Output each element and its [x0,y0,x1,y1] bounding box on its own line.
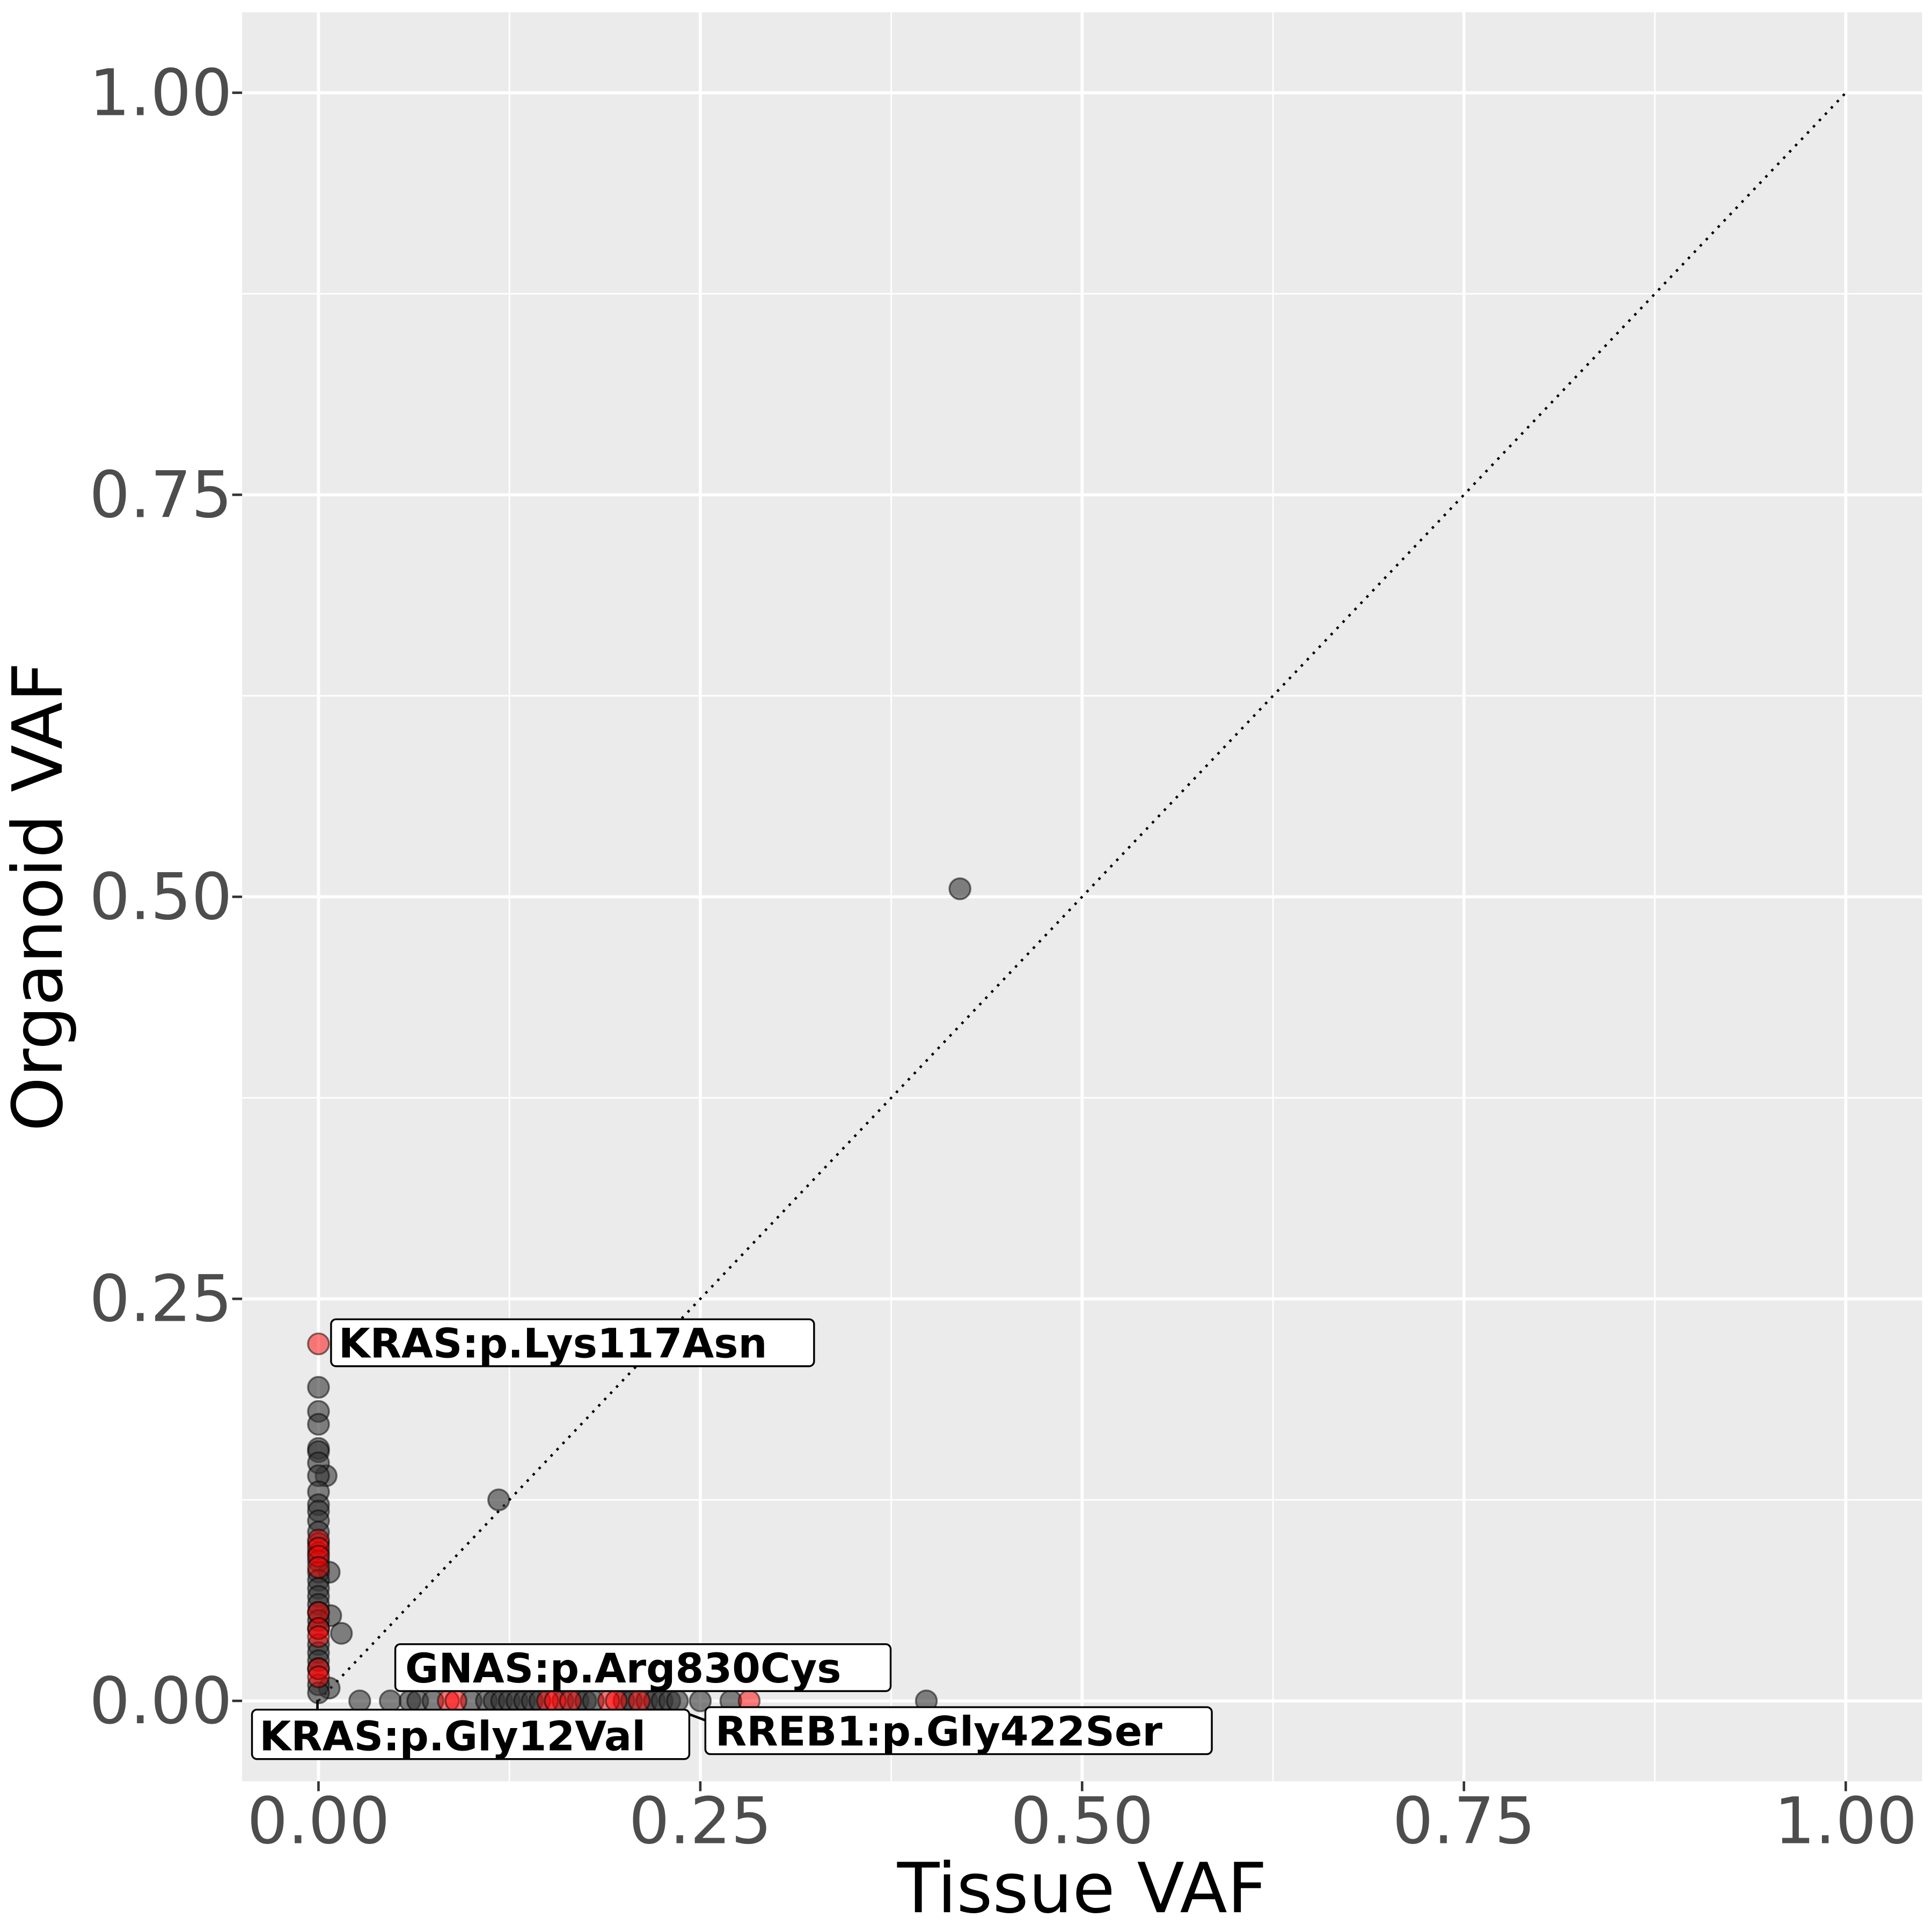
label-text: KRAS:p.Gly12Val [259,1713,646,1760]
y-tick-label: 0.50 [89,860,232,935]
highlighted-point [307,1332,330,1356]
label-text: GNAS:p.Arg830Cys [405,1645,841,1692]
x-axis-title: Tissue VAF [897,1848,1267,1929]
x-axis: 0.00 0.25 0.50 0.75 1.00 [247,1781,1918,1858]
data-point [948,877,971,901]
data-point [665,1689,689,1713]
label-gnas-arg830cys: GNAS:p.Arg830Cys [394,1643,892,1692]
y-tick-label: 0.00 [89,1664,232,1739]
data-point [330,1622,353,1645]
data-point [348,1689,371,1713]
y-tick-label: 1.00 [89,56,232,130]
data-point [378,1689,402,1713]
x-tick-label: 1.00 [1774,1784,1918,1858]
y-tick-label: 0.25 [89,1262,232,1337]
label-text: KRAS:p.Lys117Asn [339,1320,767,1367]
identity-line [317,92,1847,1702]
label-kras-lys117asn: KRAS:p.Lys117Asn [330,1318,815,1367]
highlighted-point [307,1665,330,1688]
y-tick-label: 0.75 [89,458,232,532]
label-kras-gly12val: KRAS:p.Gly12Val [251,1708,691,1760]
x-tick-label: 0.00 [247,1784,390,1858]
data-point [307,1413,330,1436]
x-tick-label: 0.75 [1393,1784,1535,1858]
y-axis-title: Organoid VAF [0,662,78,1131]
data-point [487,1488,510,1512]
annotations: KRAS:p.Lys117Asn GNAS:p.Arg830Cys KRAS:p… [251,1318,1213,1760]
x-tick-label: 0.50 [1011,1784,1154,1858]
highlighted-point [307,1625,330,1648]
highlighted-point [605,1689,628,1713]
highlighted-point [307,1556,330,1579]
x-tick-label: 0.25 [629,1784,772,1858]
label-rreb1-gly422ser: RREB1:p.Gly422Ser [704,1706,1213,1755]
y-axis: 0.00 0.25 0.50 0.75 1.00 [89,56,243,1739]
highlighted-point [627,1689,651,1713]
label-text: RREB1:p.Gly422Ser [715,1708,1163,1755]
highlighted-point [559,1689,582,1713]
data-point [307,1375,330,1399]
highlighted-point [444,1689,467,1713]
